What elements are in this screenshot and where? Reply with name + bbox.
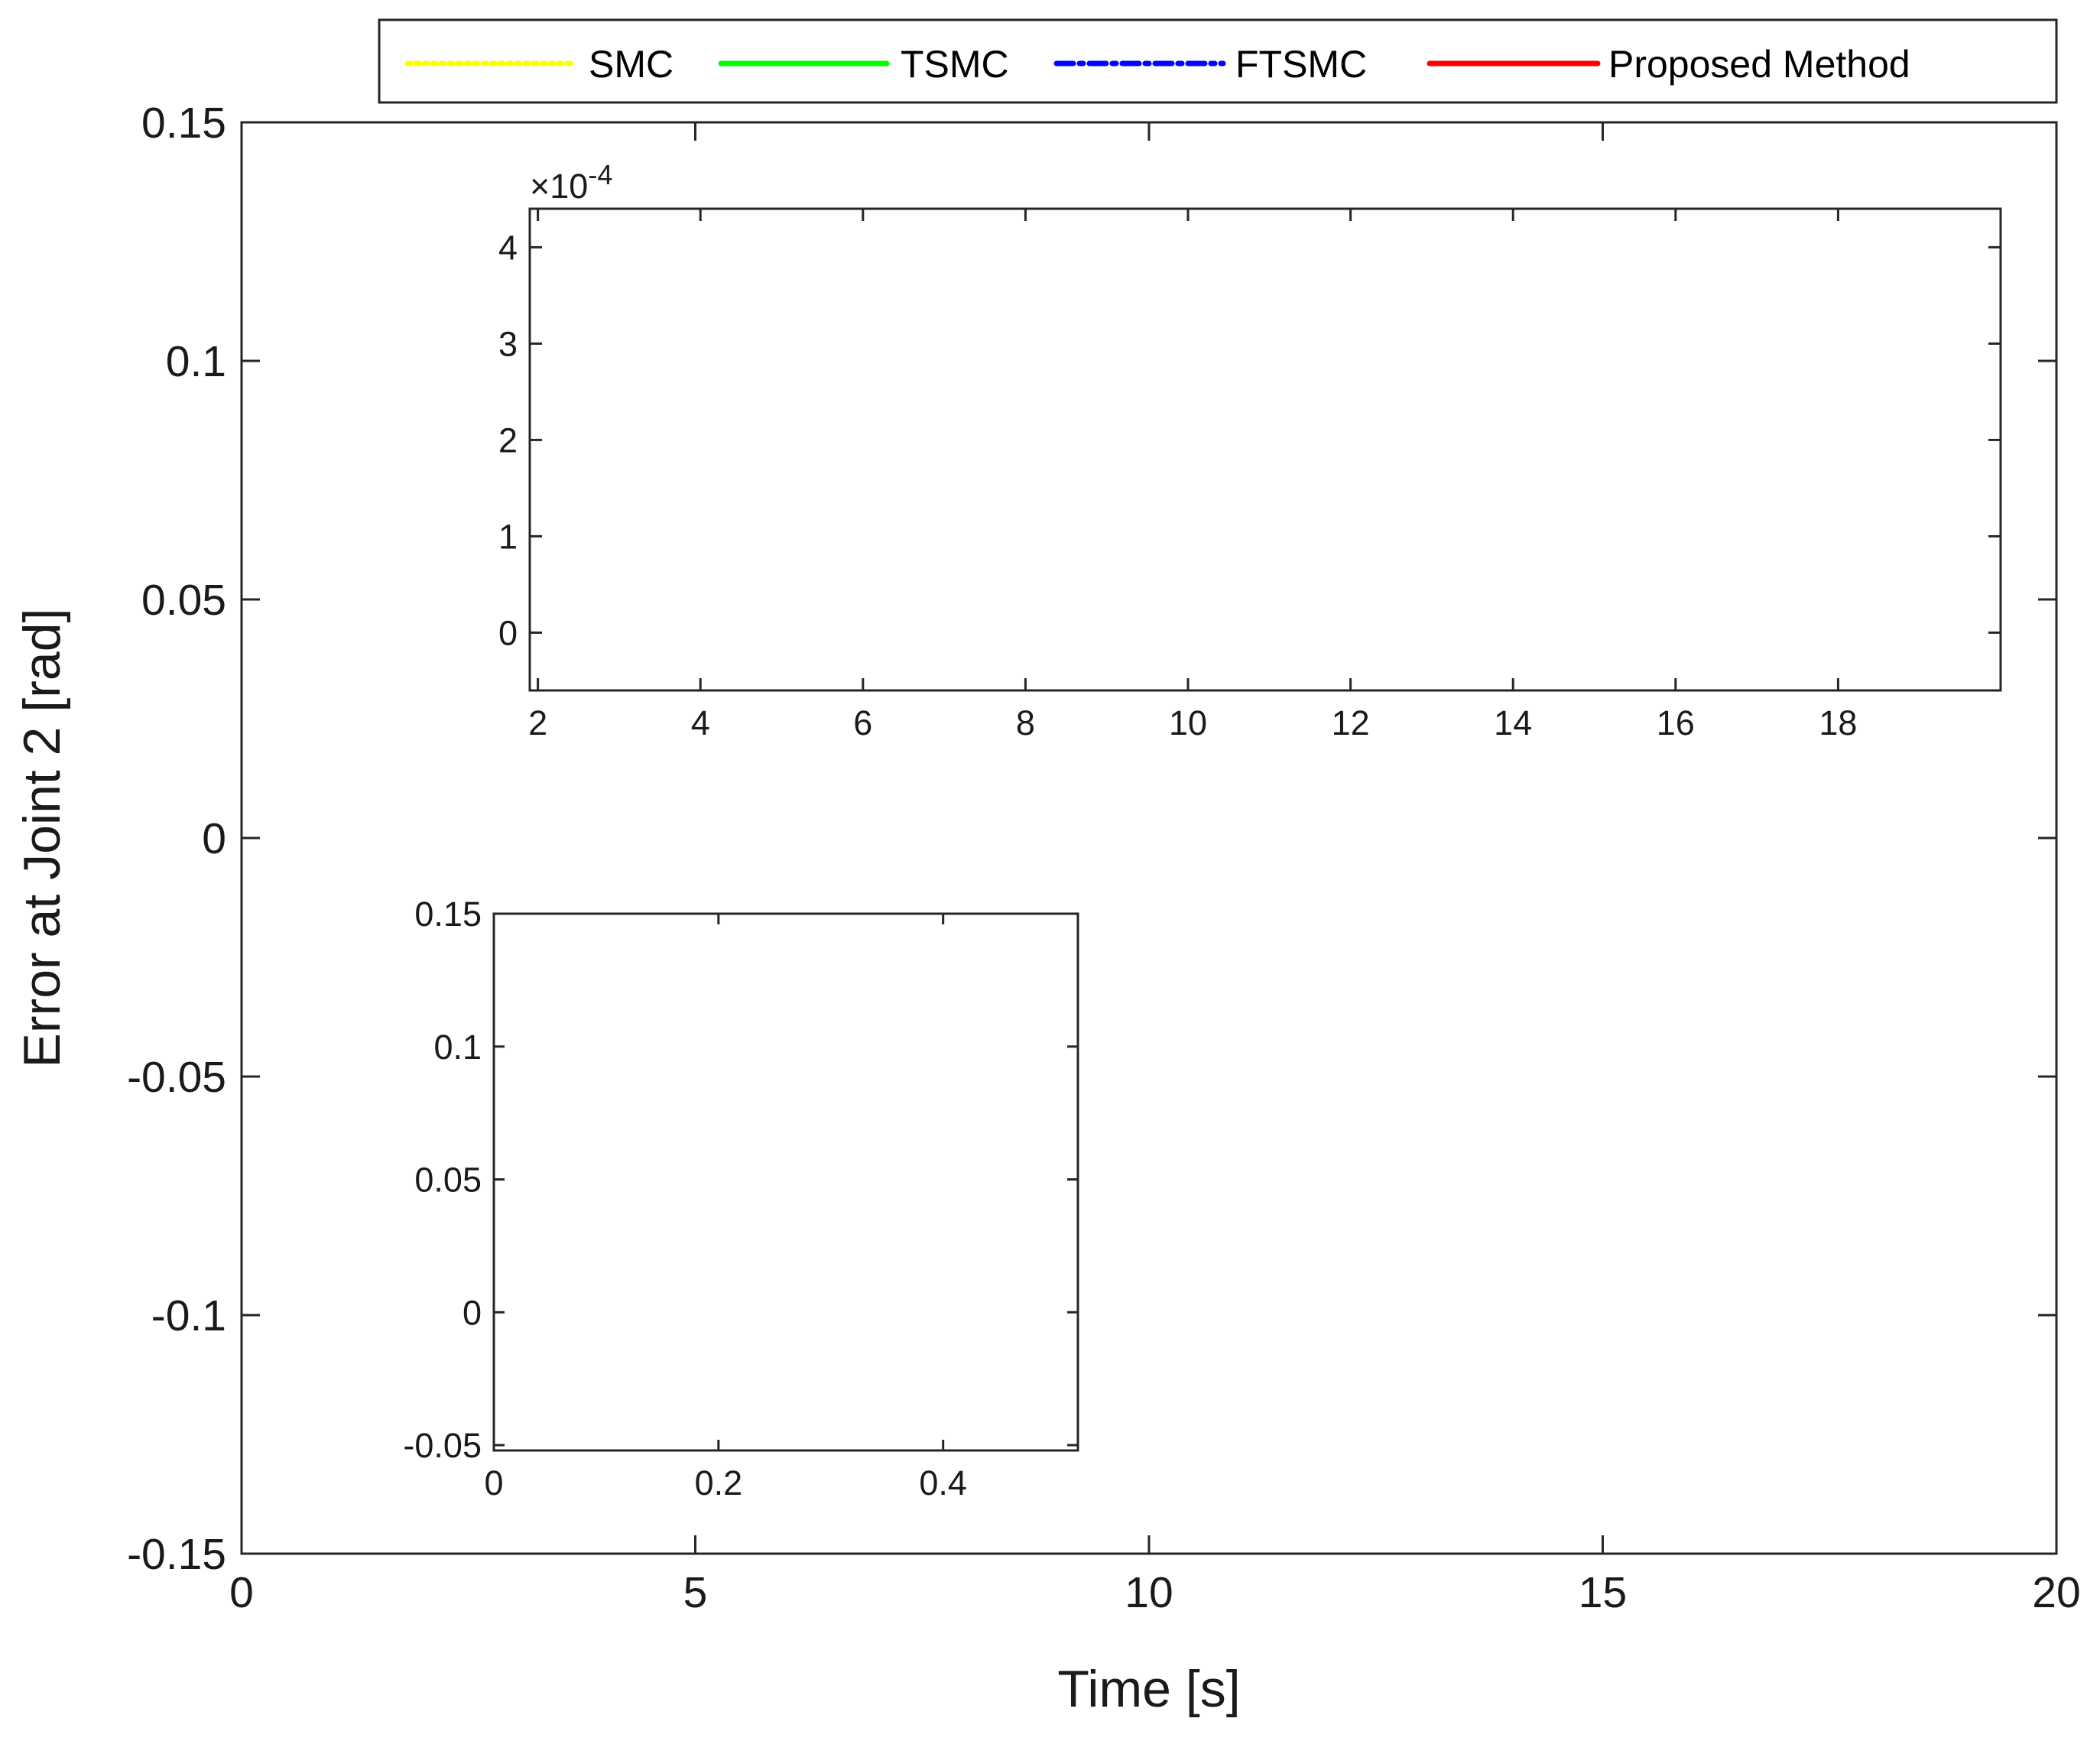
- x-axis-label: Time [s]: [1057, 1660, 1240, 1718]
- inset-top-xtick-label-5: 12: [1332, 703, 1370, 742]
- legend-label-proposed-method: Proposed Method: [1608, 43, 1910, 86]
- exponent-base: ×10: [530, 167, 588, 206]
- main-ytick-label-5: -0.1: [151, 1291, 226, 1340]
- inset-bottom-ytick-label-0: 0.15: [414, 895, 482, 934]
- inset-top-xtick-label-2: 6: [853, 703, 872, 742]
- inset-top-ytick-label-4: 0: [498, 613, 518, 652]
- inset-top-ytick-label-0: 4: [498, 228, 518, 267]
- legend-label-ftsmc: FTSMC: [1235, 43, 1367, 86]
- panel-inset-bottom: 0 0.2 0.40.150.10.050-0.05: [403, 895, 1079, 1502]
- exponent-power: -4: [588, 159, 612, 190]
- inset-top-xtick-label-8: 18: [1819, 703, 1857, 742]
- inset-top-xtick-label-7: 16: [1657, 703, 1695, 742]
- main-xtick-label-3: 15: [1579, 1568, 1627, 1617]
- inset-bottom-ytick-label-4: -0.05: [403, 1426, 482, 1465]
- inset-top-xtick-label-4: 10: [1169, 703, 1207, 742]
- main-xtick-label-4: 20: [2032, 1568, 2080, 1617]
- y-axis-label: Error at Joint 2 [rad]: [13, 609, 71, 1068]
- inset-bottom-frame: [492, 912, 1079, 1452]
- inset-bottom-ytick-label-3: 0: [463, 1293, 482, 1332]
- main-xtick-label-0: 0: [229, 1568, 254, 1617]
- inset-top-xtick-label-3: 8: [1016, 703, 1035, 742]
- main-ytick-label-6: -0.15: [127, 1530, 226, 1579]
- main-xtick-label-2: 10: [1125, 1568, 1173, 1617]
- inset-top-ytick-label-2: 2: [498, 421, 518, 460]
- main-ytick-label-0: 0.15: [141, 99, 226, 148]
- legend: SMC TSMC FTSMC Proposed Method: [378, 18, 2058, 104]
- inset-top-exponent: ×10-4: [530, 159, 612, 206]
- inset-top-ytick-label-3: 1: [498, 517, 518, 556]
- legend-box: [378, 18, 2058, 104]
- main-ytick-label-2: 0.05: [141, 576, 226, 625]
- inset-top-xtick-label-0: 2: [528, 703, 547, 742]
- inset-bottom-xtick-label-0: 0: [484, 1463, 503, 1502]
- legend-label-smc: SMC: [589, 43, 673, 86]
- inset-bottom-ytick-label-2: 0.05: [414, 1161, 482, 1200]
- inset-bottom-xtick-label-2: 0.4: [919, 1463, 967, 1502]
- inset-bottom-xtick-label-1: 0.2: [695, 1463, 743, 1502]
- inset-top-ytick-label-1: 3: [498, 324, 518, 363]
- inset-top-xtick-label-1: 4: [691, 703, 710, 742]
- inset-top-frame: [528, 207, 2002, 692]
- main-xtick-label-1: 5: [683, 1568, 708, 1617]
- inset-bottom-ytick-label-1: 0.1: [433, 1028, 482, 1067]
- legend-label-tsmc: TSMC: [901, 43, 1009, 86]
- main-ytick-label-1: 0.1: [166, 337, 226, 386]
- inset-top-xtick-label-6: 14: [1494, 703, 1532, 742]
- main-ytick-label-4: -0.05: [127, 1053, 226, 1102]
- main-ytick-label-3: 0: [202, 814, 226, 863]
